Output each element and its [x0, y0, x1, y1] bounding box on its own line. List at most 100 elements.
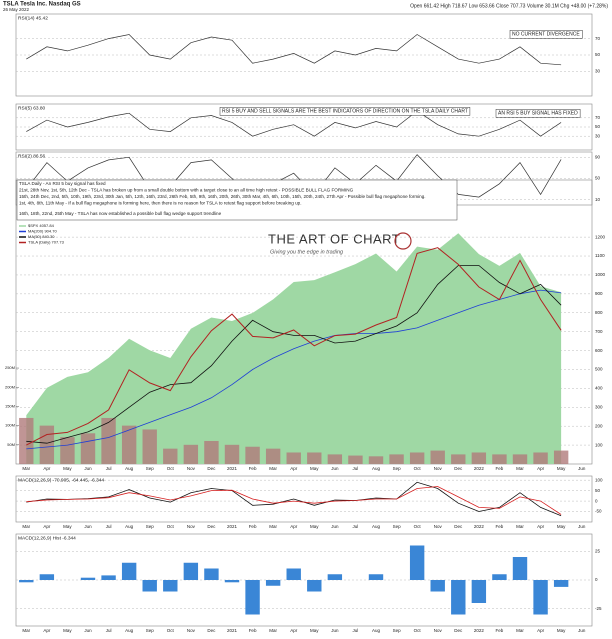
- rsi-line: [26, 154, 562, 198]
- x-tick-label: May: [310, 524, 319, 529]
- x-tick-label: Oct: [167, 628, 175, 633]
- x-tick-label: Dec: [207, 524, 216, 529]
- volume-bar: [60, 437, 75, 464]
- x-tick-label: Feb: [496, 524, 504, 529]
- annotation: NO CURRENT DIVERGENCE: [512, 31, 580, 37]
- volume-bar: [553, 450, 569, 464]
- bar: [39, 574, 55, 580]
- note: 1st, 4th, 8th, 11th May - If a bull flag…: [19, 201, 302, 206]
- series-line: [26, 265, 562, 444]
- logo: THE ART OF CHART: [268, 231, 400, 246]
- annotation: RSI 5 BUY AND SELL SIGNALS ARE THE BEST …: [222, 108, 468, 114]
- x-tick-label: Sep: [146, 524, 155, 529]
- x-tick-label: May: [557, 466, 566, 471]
- symbol: TSLA Tesla Inc. Nasdaq GS: [3, 2, 81, 8]
- volume-tick-label: 100M: [5, 423, 15, 428]
- x-tick-label: Mar: [516, 628, 524, 633]
- bar: [121, 562, 137, 580]
- x-tick-label: Jul: [106, 466, 112, 471]
- x-tick-label: 2021: [227, 524, 238, 529]
- annotation: AN RSI 5 BUY SIGNAL HAS FIXED: [498, 110, 578, 116]
- bar: [286, 568, 301, 580]
- y-tick-label: 200: [595, 423, 603, 428]
- x-tick-label: May: [63, 524, 72, 529]
- bar: [163, 580, 178, 592]
- bar: [553, 580, 569, 587]
- y-tick-label: 0: [595, 498, 598, 503]
- panel-label: RSI(14) 45.42: [18, 15, 48, 21]
- x-tick-label: Apr: [537, 466, 545, 471]
- x-tick-label: Oct: [414, 524, 422, 529]
- volume-bar: [430, 450, 445, 464]
- panel-label: MACD(12,26,9) -70.905, -64.445, -6.344: [18, 477, 104, 483]
- bar: [451, 580, 466, 615]
- bar: [183, 562, 199, 580]
- x-tick-label: Dec: [207, 466, 216, 471]
- x-tick-label: Oct: [167, 524, 175, 529]
- bar: [224, 580, 240, 583]
- bar: [245, 580, 260, 615]
- y-tick-label: 1000: [595, 272, 606, 277]
- x-tick-label: Oct: [414, 628, 422, 633]
- logo-mark: [394, 232, 412, 250]
- volume-bar: [224, 444, 240, 464]
- bar: [19, 580, 34, 583]
- y-tick-label: 90: [595, 154, 601, 159]
- y-tick-label: 600: [595, 348, 603, 353]
- bar: [368, 574, 384, 580]
- x-tick-label: Mar: [22, 466, 30, 471]
- volume-bar: [368, 456, 384, 464]
- x-tick-label: Nov: [187, 628, 196, 633]
- y-tick-label: 700: [595, 329, 603, 334]
- x-tick-label: Nov: [434, 466, 443, 471]
- x-tick-label: Mar: [269, 466, 277, 471]
- y-tick-label: 100: [595, 477, 603, 482]
- bar: [430, 580, 445, 592]
- volume-bar: [19, 417, 34, 464]
- x-tick-label: Jun: [578, 628, 586, 633]
- x-tick-label: Mar: [516, 524, 524, 529]
- y-tick-label: 50: [595, 124, 601, 129]
- x-tick-label: Mar: [22, 524, 30, 529]
- series-line: [26, 289, 562, 450]
- x-tick-label: Nov: [434, 524, 443, 529]
- x-tick-label: Jun: [84, 466, 92, 471]
- x-tick-label: Dec: [454, 466, 463, 471]
- x-tick-label: Sep: [393, 466, 402, 471]
- x-tick-label: Oct: [414, 466, 422, 471]
- bar: [327, 574, 343, 580]
- x-tick-label: Apr: [290, 524, 298, 529]
- x-tick-label: May: [557, 524, 566, 529]
- volume-bar: [492, 454, 507, 464]
- x-tick-label: May: [310, 466, 319, 471]
- y-tick-label: 800: [595, 310, 603, 315]
- x-tick-label: Jul: [353, 524, 359, 529]
- volume-bar: [409, 452, 425, 464]
- x-tick-label: Aug: [125, 628, 134, 633]
- volume-bar: [121, 425, 137, 464]
- x-tick-label: Apr: [537, 524, 545, 529]
- panel-frame: [15, 475, 593, 523]
- note: 15th, 24th Dec, 2nd, 5th, 10th, 19th, 23…: [19, 194, 426, 199]
- bar: [101, 575, 116, 580]
- x-tick-label: Dec: [207, 628, 216, 633]
- x-tick-label: Feb: [496, 628, 504, 633]
- panel-label: RSI(5) 63.80: [18, 105, 46, 111]
- x-tick-label: Jun: [84, 628, 92, 633]
- annotation-box: [495, 109, 581, 118]
- y-tick-label: 900: [595, 291, 603, 296]
- x-tick-label: 2022: [474, 524, 485, 529]
- volume-bar: [348, 455, 363, 464]
- x-tick-label: Feb: [496, 466, 504, 471]
- x-tick-label: Dec: [454, 524, 463, 529]
- x-tick-label: Apr: [290, 628, 298, 633]
- legend-label: TSLA (Daily) 707.73: [28, 240, 65, 245]
- rsi-line: [26, 34, 562, 66]
- note: 21st, 28th Nov, 1st, 5th, 12th Dec - TSL…: [19, 188, 354, 193]
- legend-label: MA(50) 840.30: [28, 234, 55, 239]
- tagline: Giving you the edge in trading: [270, 249, 344, 255]
- volume-bar: [327, 454, 343, 464]
- x-tick-label: 2021: [227, 628, 238, 633]
- y-tick-label: 25: [595, 548, 601, 553]
